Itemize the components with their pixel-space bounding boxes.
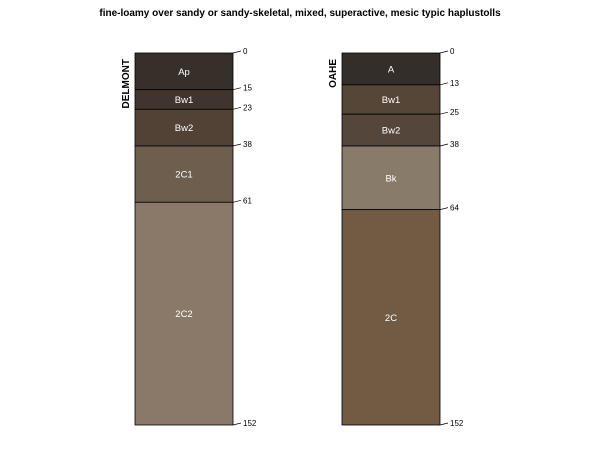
depth-label: 38: [450, 140, 459, 149]
horizon-label: 2C2: [175, 309, 192, 320]
profiles-group: Ap Bw1 Bw2 2C1 2C2 0 15 23 38 61 152 DELMONT A Bw1 Bw2…: [121, 47, 464, 428]
depth-label: 152: [243, 419, 257, 428]
depth-tick: [439, 50, 449, 54]
soil-profile-delmont: Ap Bw1 Bw2 2C1 2C2 0 15 23 38 61 152 DELMONT: [121, 47, 257, 428]
horizon-label: Ap: [178, 67, 190, 78]
depth-tick: [439, 143, 449, 147]
horizon-label: 2C1: [175, 170, 192, 181]
horizon-2c: [341, 209, 441, 426]
horizon-label: Bw1: [382, 95, 400, 106]
depth-label: 15: [243, 84, 252, 93]
depth-tick: [232, 422, 242, 426]
depth-tick: [439, 422, 449, 426]
depth-label: 25: [450, 108, 459, 117]
depth-label: 23: [243, 103, 252, 112]
profile-name: DELMONT: [121, 59, 132, 108]
horizon-label: Bw2: [382, 126, 400, 137]
horizon-label: 2C: [385, 313, 397, 324]
depth-label: 0: [243, 47, 248, 56]
horizon-2c1: [134, 145, 234, 203]
horizon-bk: [341, 145, 441, 211]
depth-label: 61: [243, 196, 252, 205]
depth-tick: [232, 143, 242, 147]
depth-tick: [232, 50, 242, 54]
depth-label: 38: [243, 140, 252, 149]
profile-name: OAHE: [328, 59, 339, 88]
depth-tick: [232, 106, 242, 110]
depth-tick: [439, 111, 449, 115]
horizon-ap: [134, 52, 234, 91]
horizon-label: Bk: [385, 173, 396, 184]
depth-tick: [439, 207, 449, 210]
horizon-bw2: [341, 113, 441, 147]
soil-profile-oahe: A Bw1 Bw2 Bk 2C 0 13 25 38 64 152 OAHE: [328, 47, 464, 428]
depth-label: 0: [450, 47, 455, 56]
depth-label: 152: [450, 419, 464, 428]
horizon-2c2: [134, 201, 234, 426]
horizon-bw2: [134, 108, 234, 147]
diagram-title: fine-loamy over sandy or sandy-skeletal,…: [99, 8, 501, 19]
depth-tick: [232, 199, 242, 203]
horizon-label: A: [388, 64, 395, 75]
depth-label: 64: [450, 204, 459, 213]
depth-tick: [439, 82, 449, 86]
depth-tick: [232, 87, 242, 91]
depth-label: 13: [450, 79, 459, 88]
horizon-label: Bw1: [175, 95, 193, 106]
horizon-label: Bw2: [175, 123, 193, 134]
